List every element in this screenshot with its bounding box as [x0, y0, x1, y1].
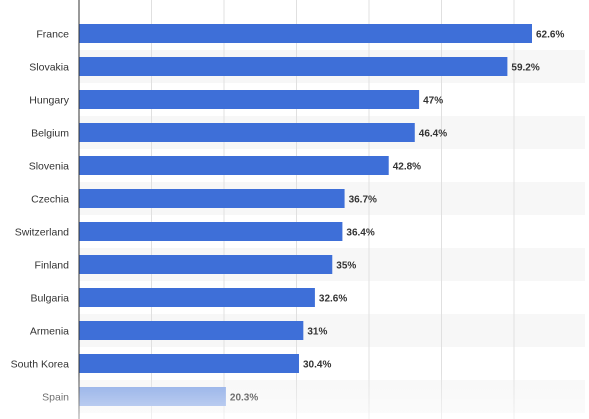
bar-belgium: [79, 123, 415, 142]
category-label: Finland: [35, 260, 70, 272]
bar-france: [79, 24, 532, 43]
bar-spain: [79, 387, 226, 406]
bar-finland: [79, 255, 333, 274]
category-label: South Korea: [11, 359, 70, 371]
value-label: 47%: [423, 96, 443, 107]
bar-slovenia: [79, 156, 389, 175]
category-label: Hungary: [29, 95, 69, 107]
value-label: 32.6%: [319, 294, 347, 305]
bars: [79, 24, 532, 406]
value-label: 36.4%: [346, 228, 374, 239]
category-label: Switzerland: [15, 227, 69, 239]
category-labels: France Slovakia Hungary Belgium Slovenia Czec…: [11, 29, 70, 404]
category-label: Czechia: [31, 194, 69, 206]
value-label: 36.7%: [349, 195, 377, 206]
category-label: Slovenia: [29, 161, 69, 173]
value-label: 42.8%: [393, 162, 421, 173]
value-label: 31%: [307, 327, 327, 338]
bar-south-korea: [79, 354, 299, 373]
category-label: Belgium: [31, 128, 69, 140]
category-label: Spain: [42, 392, 69, 404]
bar-bulgaria: [79, 288, 315, 307]
category-label: Armenia: [30, 326, 69, 338]
value-label: 59.2%: [511, 63, 539, 74]
category-label: France: [36, 29, 69, 41]
value-label: 35%: [336, 261, 356, 272]
category-label: Slovakia: [29, 62, 69, 74]
value-label: 20.3%: [230, 393, 258, 404]
bar-czechia: [79, 189, 345, 208]
bar-slovakia: [79, 57, 508, 76]
value-label: 62.6%: [536, 30, 564, 41]
category-label: Bulgaria: [30, 293, 69, 305]
bar-switzerland: [79, 222, 343, 241]
bar-hungary: [79, 90, 420, 109]
value-label: 30.4%: [303, 360, 331, 371]
value-label: 46.4%: [419, 129, 447, 140]
bar-armenia: [79, 321, 304, 340]
